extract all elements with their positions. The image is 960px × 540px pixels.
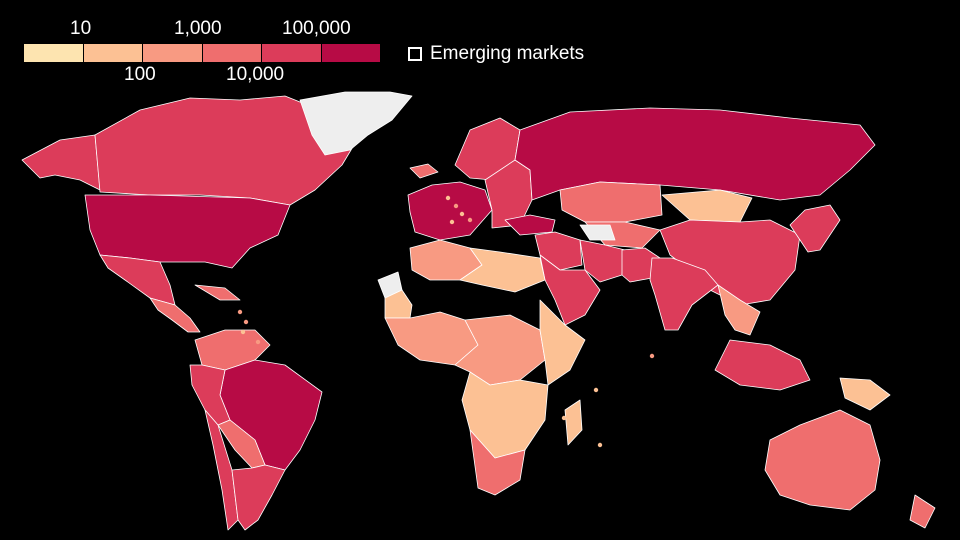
emerging-markets-key: Emerging markets xyxy=(408,43,584,65)
island-marker xyxy=(649,353,655,359)
island-marker xyxy=(445,195,451,201)
island-marker xyxy=(243,319,249,325)
region-russia xyxy=(514,107,876,201)
region-indonesia-philippines xyxy=(714,339,811,391)
region-mexico xyxy=(99,254,176,306)
region-turkmenistan xyxy=(579,224,616,241)
region-madagascar xyxy=(564,399,583,446)
island-marker xyxy=(467,217,473,223)
island-marker xyxy=(597,442,603,448)
legend-tick-10: 10 xyxy=(70,18,92,39)
legend-tick-10000: 10,000 xyxy=(226,64,285,85)
region-greenland xyxy=(299,91,413,156)
island-marker xyxy=(449,219,455,225)
legend: 10 1,000 100,000 100 10,000 xyxy=(24,18,384,88)
color-scale-bar xyxy=(24,44,380,62)
region-southeast-asia xyxy=(717,284,761,336)
scale-swatch xyxy=(202,44,262,62)
region-western-europe xyxy=(407,181,493,241)
region-caribbean xyxy=(194,284,241,301)
region-east-africa xyxy=(539,299,586,386)
region-japan-korea xyxy=(789,204,841,253)
legend-tick-100: 100 xyxy=(124,64,156,85)
island-marker xyxy=(593,387,599,393)
region-new-zealand xyxy=(909,494,936,529)
region-chile xyxy=(204,409,239,531)
island-marker xyxy=(240,329,246,335)
region-south-africa xyxy=(469,429,526,496)
region-brazil xyxy=(219,359,323,471)
emerging-markets-box-icon xyxy=(408,47,422,61)
scale-swatch xyxy=(24,44,84,62)
region-turkey xyxy=(504,214,556,236)
region-papua-new-guinea xyxy=(839,377,891,411)
region-australia xyxy=(764,409,881,511)
region-saudi-arabia xyxy=(539,254,601,326)
region-kazakhstan xyxy=(559,181,663,223)
scale-swatch xyxy=(143,44,203,62)
emerging-markets-label: Emerging markets xyxy=(430,43,585,64)
island-marker xyxy=(459,211,465,217)
region-india xyxy=(649,257,719,331)
scale-swatch xyxy=(262,44,322,62)
scale-swatch xyxy=(83,44,143,62)
region-libya-egypt xyxy=(459,247,546,293)
island-marker xyxy=(453,203,459,209)
scale-swatch xyxy=(321,44,380,62)
island-marker xyxy=(561,415,567,421)
region-mauritania xyxy=(384,289,413,319)
region-iceland xyxy=(409,163,439,179)
region-canada xyxy=(94,95,361,206)
island-marker xyxy=(255,339,261,345)
legend-tick-100000: 100,000 xyxy=(282,18,351,39)
legend-tick-1000: 1,000 xyxy=(174,18,222,39)
region-argentina xyxy=(231,464,286,531)
region-alaska xyxy=(21,134,101,191)
region-southern-africa xyxy=(461,371,549,459)
region-central-america xyxy=(149,297,201,333)
region-mongolia xyxy=(661,189,753,223)
island-marker xyxy=(237,309,243,315)
